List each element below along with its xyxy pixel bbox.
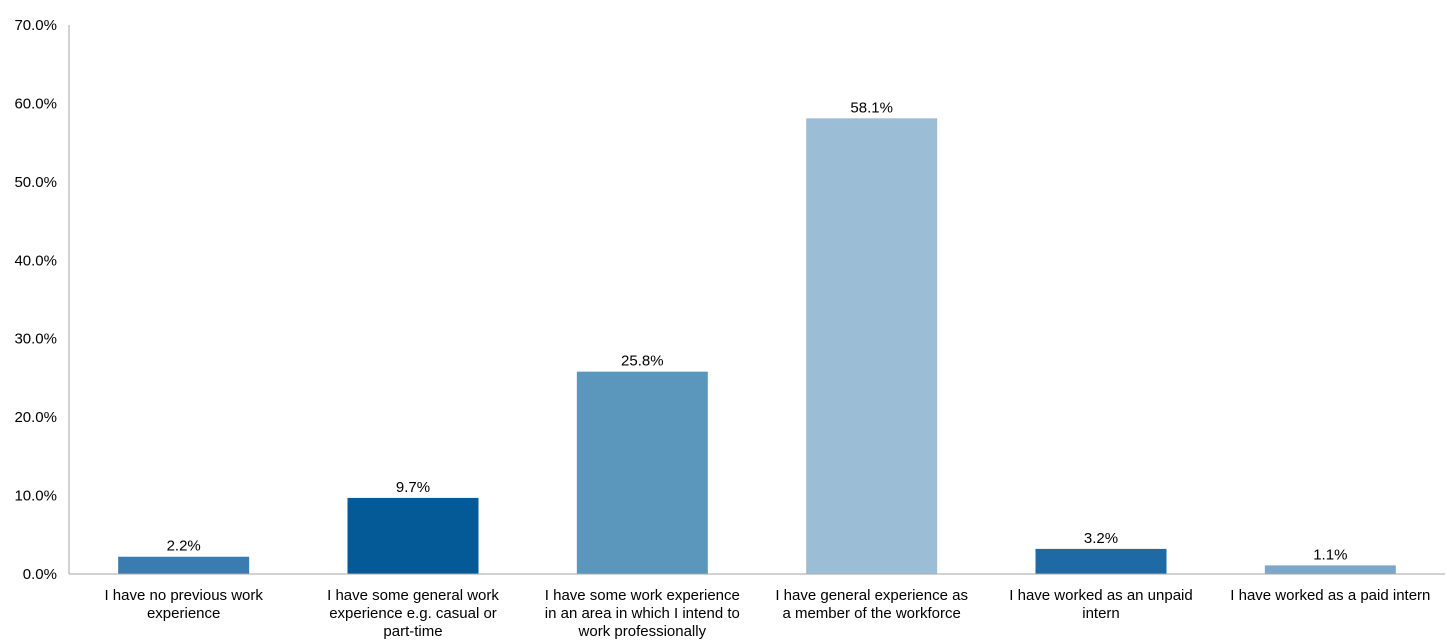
data-label: 9.7% [396,479,430,496]
data-label: 2.2% [167,538,201,555]
data-label: 1.1% [1313,546,1347,563]
x-category-label-line: I have no previous work [104,587,263,604]
x-category-label: I have no previous work experience [104,587,263,622]
x-category-label: I have some general work experience e.g. … [327,587,499,640]
bar [806,118,938,574]
x-category-label-line: a member of the workforce [782,605,960,622]
x-category-label: I have worked as a paid intern [1230,587,1430,604]
bar [1264,565,1396,574]
bars-group [118,118,1396,574]
data-labels-group: 2.2% 9.7% 25.8% 58.1% 3.2% 1.1% [167,99,1348,563]
x-category-label-line: experience e.g. casual or [329,605,497,622]
y-axis-ticks: 0.0% 10.0% 20.0% 30.0% 40.0% 50.0% 60.0% 70.0% [14,17,57,583]
bar [347,497,479,574]
x-category-label-line: part-time [383,623,442,640]
y-tick-label: 20.0% [14,409,57,426]
data-label: 3.2% [1084,530,1118,547]
bar [1035,548,1167,574]
x-category-label-line: work professionally [578,623,707,640]
x-category-label-line: experience [147,605,220,622]
bar [576,371,708,574]
y-tick-label: 0.0% [23,566,57,583]
bar [118,556,250,574]
x-category-label: I have worked as an unpaid intern [1009,587,1192,622]
x-category-label: I have some work experience in an area in… [545,587,740,640]
x-category-label-line: I have worked as an unpaid [1009,587,1192,604]
y-tick-label: 50.0% [14,174,57,191]
y-tick-label: 30.0% [14,331,57,348]
data-label: 58.1% [850,99,893,116]
x-category-label: I have general experience as a member of … [775,587,968,622]
x-category-label-line: intern [1082,605,1120,622]
x-category-label-line: I have general experience as [775,587,968,604]
y-tick-label: 40.0% [14,252,57,269]
x-category-label-line: I have worked as a paid intern [1230,587,1430,604]
y-tick-label: 70.0% [14,17,57,34]
y-tick-label: 10.0% [14,488,57,505]
y-tick-label: 60.0% [14,95,57,112]
x-category-label-line: I have some general work [327,587,499,604]
data-label: 25.8% [621,353,664,370]
x-category-label-line: in an area in which I intend to [545,605,740,622]
axes-group [68,25,1445,575]
x-category-label-line: I have some work experience [545,587,740,604]
